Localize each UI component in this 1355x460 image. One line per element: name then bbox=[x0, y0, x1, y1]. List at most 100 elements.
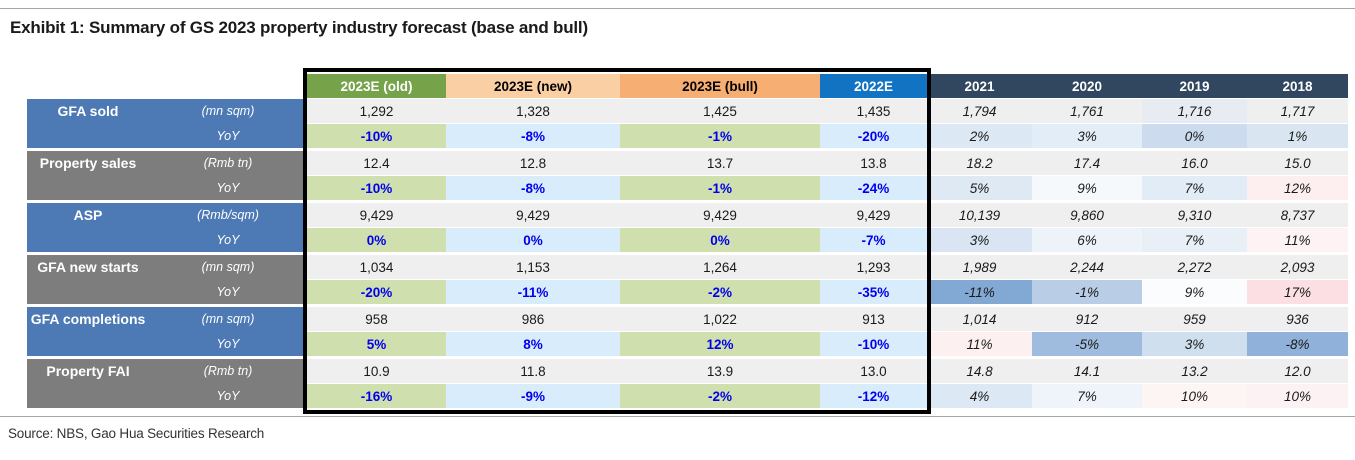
yoy-cell: 9% bbox=[1142, 279, 1247, 307]
yoy-label: YoY bbox=[149, 279, 307, 307]
yoy-cell: 7% bbox=[1142, 227, 1247, 255]
header-spacer bbox=[27, 74, 149, 99]
yoy-cell: 0% bbox=[1142, 123, 1247, 151]
value-cell: 1,022 bbox=[620, 305, 820, 332]
value-cell: 13.8 bbox=[820, 149, 927, 176]
yoy-cell: -20% bbox=[820, 123, 927, 151]
yoy-label: YoY bbox=[149, 331, 307, 359]
value-cell: 15.0 bbox=[1247, 149, 1348, 176]
value-cell: 958 bbox=[307, 305, 446, 332]
yoy-cell: -16% bbox=[307, 383, 446, 411]
value-row-gfa-completions: GFA completions (mn sqm) 958 986 1,022 913 1,0… bbox=[27, 305, 1348, 332]
yoy-cell: -10% bbox=[307, 123, 446, 151]
yoy-cell: 7% bbox=[1032, 383, 1142, 411]
yoy-row-gfa-completions: YoY 5% 8% 12% -10% 11% -5% 3% -8% bbox=[27, 331, 1348, 359]
value-cell: 10.9 bbox=[307, 357, 446, 384]
value-cell: 17.4 bbox=[1032, 149, 1142, 176]
value-cell: 11.8 bbox=[446, 357, 620, 384]
value-cell: 1,717 bbox=[1247, 98, 1348, 124]
value-cell: 1,153 bbox=[446, 253, 620, 280]
yoy-row-gfa-new-starts: YoY -20% -11% -2% -35% -11% -1% 9% 17% bbox=[27, 279, 1348, 307]
table-header: 2023E (old) 2023E (new) 2023E (bull) 2022E 2… bbox=[27, 74, 1348, 99]
exhibit-title: Exhibit 1: Summary of GS 2023 property i… bbox=[10, 18, 588, 37]
yoy-cell: 11% bbox=[1247, 227, 1348, 255]
value-cell: 13.0 bbox=[820, 357, 927, 384]
yoy-label: YoY bbox=[149, 175, 307, 203]
yoy-cell: -8% bbox=[1247, 331, 1348, 359]
yoy-cell: -2% bbox=[620, 279, 820, 307]
yoy-cell: -8% bbox=[446, 175, 620, 203]
value-cell: 13.7 bbox=[620, 149, 820, 176]
value-cell: 2,093 bbox=[1247, 253, 1348, 280]
yoy-cell: 12% bbox=[1247, 175, 1348, 203]
yoy-cell: -5% bbox=[1032, 331, 1142, 359]
value-cell: 986 bbox=[446, 305, 620, 332]
value-cell: 14.8 bbox=[927, 357, 1032, 384]
yoy-cell: -11% bbox=[446, 279, 620, 307]
column-header-2019: 2019 bbox=[1142, 74, 1247, 99]
value-cell: 12.4 bbox=[307, 149, 446, 176]
table-body: GFA sold (mn sqm) 1,292 1,328 1,425 1,435 1,79… bbox=[27, 98, 1348, 411]
value-cell: 1,435 bbox=[820, 98, 927, 124]
yoy-cell: -1% bbox=[620, 123, 820, 151]
value-cell: 1,034 bbox=[307, 253, 446, 280]
value-cell: 14.1 bbox=[1032, 357, 1142, 384]
yoy-cell: 4% bbox=[927, 383, 1032, 411]
yoy-row-property-fai: YoY -16% -9% -2% -12% 4% 7% 10% 10% bbox=[27, 383, 1348, 411]
value-cell: 8,737 bbox=[1247, 201, 1348, 228]
metric-label: Property sales bbox=[27, 149, 149, 176]
value-cell: 912 bbox=[1032, 305, 1142, 332]
value-row-property-sales: Property sales (Rmb tn) 12.4 12.8 13.7 13.8 18… bbox=[27, 149, 1348, 176]
column-header-2023e-old: 2023E (old) bbox=[307, 74, 446, 99]
metric-unit: (Rmb/sqm) bbox=[149, 201, 307, 228]
label-filler bbox=[27, 279, 149, 307]
yoy-cell: 10% bbox=[1142, 383, 1247, 411]
yoy-cell: 0% bbox=[307, 227, 446, 255]
value-cell: 2,244 bbox=[1032, 253, 1142, 280]
label-filler bbox=[27, 227, 149, 255]
value-cell: 1,328 bbox=[446, 98, 620, 124]
metric-label: ASP bbox=[27, 201, 149, 228]
yoy-cell: -24% bbox=[820, 175, 927, 203]
yoy-label: YoY bbox=[149, 227, 307, 255]
yoy-cell: -11% bbox=[927, 279, 1032, 307]
yoy-cell: -10% bbox=[820, 331, 927, 359]
yoy-cell: -2% bbox=[620, 383, 820, 411]
value-cell: 12.8 bbox=[446, 149, 620, 176]
yoy-label: YoY bbox=[149, 123, 307, 151]
yoy-cell: 1% bbox=[1247, 123, 1348, 151]
yoy-row-gfa-sold: YoY -10% -8% -1% -20% 2% 3% 0% 1% bbox=[27, 123, 1348, 151]
value-row-property-fai: Property FAI (Rmb tn) 10.9 11.8 13.9 13.0 14.8… bbox=[27, 357, 1348, 384]
yoy-cell: -35% bbox=[820, 279, 927, 307]
metric-unit: (mn sqm) bbox=[149, 98, 307, 124]
yoy-cell: 10% bbox=[1247, 383, 1348, 411]
value-cell: 2,272 bbox=[1142, 253, 1247, 280]
metric-unit: (Rmb tn) bbox=[149, 357, 307, 384]
yoy-row-asp: YoY 0% 0% 0% -7% 3% 6% 7% 11% bbox=[27, 227, 1348, 255]
value-cell: 1,425 bbox=[620, 98, 820, 124]
yoy-cell: 9% bbox=[1032, 175, 1142, 203]
label-filler bbox=[27, 123, 149, 151]
value-cell: 1,761 bbox=[1032, 98, 1142, 124]
metric-unit: (Rmb tn) bbox=[149, 149, 307, 176]
yoy-row-property-sales: YoY -10% -8% -1% -24% 5% 9% 7% 12% bbox=[27, 175, 1348, 203]
yoy-cell: 0% bbox=[446, 227, 620, 255]
metric-unit: (mn sqm) bbox=[149, 305, 307, 332]
value-cell: 9,429 bbox=[820, 201, 927, 228]
yoy-label: YoY bbox=[149, 383, 307, 411]
value-cell: 1,794 bbox=[927, 98, 1032, 124]
column-header-2022e: 2022E bbox=[820, 74, 927, 99]
value-cell: 9,429 bbox=[307, 201, 446, 228]
yoy-cell: 6% bbox=[1032, 227, 1142, 255]
value-cell: 13.2 bbox=[1142, 357, 1247, 384]
top-divider bbox=[0, 8, 1355, 9]
value-cell: 16.0 bbox=[1142, 149, 1247, 176]
metric-label: GFA sold bbox=[27, 98, 149, 124]
column-header-2021: 2021 bbox=[927, 74, 1032, 99]
value-row-gfa-sold: GFA sold (mn sqm) 1,292 1,328 1,425 1,435 1,79… bbox=[27, 98, 1348, 124]
yoy-cell: 3% bbox=[927, 227, 1032, 255]
value-cell: 18.2 bbox=[927, 149, 1032, 176]
value-cell: 1,014 bbox=[927, 305, 1032, 332]
value-cell: 1,716 bbox=[1142, 98, 1247, 124]
value-cell: 1,293 bbox=[820, 253, 927, 280]
